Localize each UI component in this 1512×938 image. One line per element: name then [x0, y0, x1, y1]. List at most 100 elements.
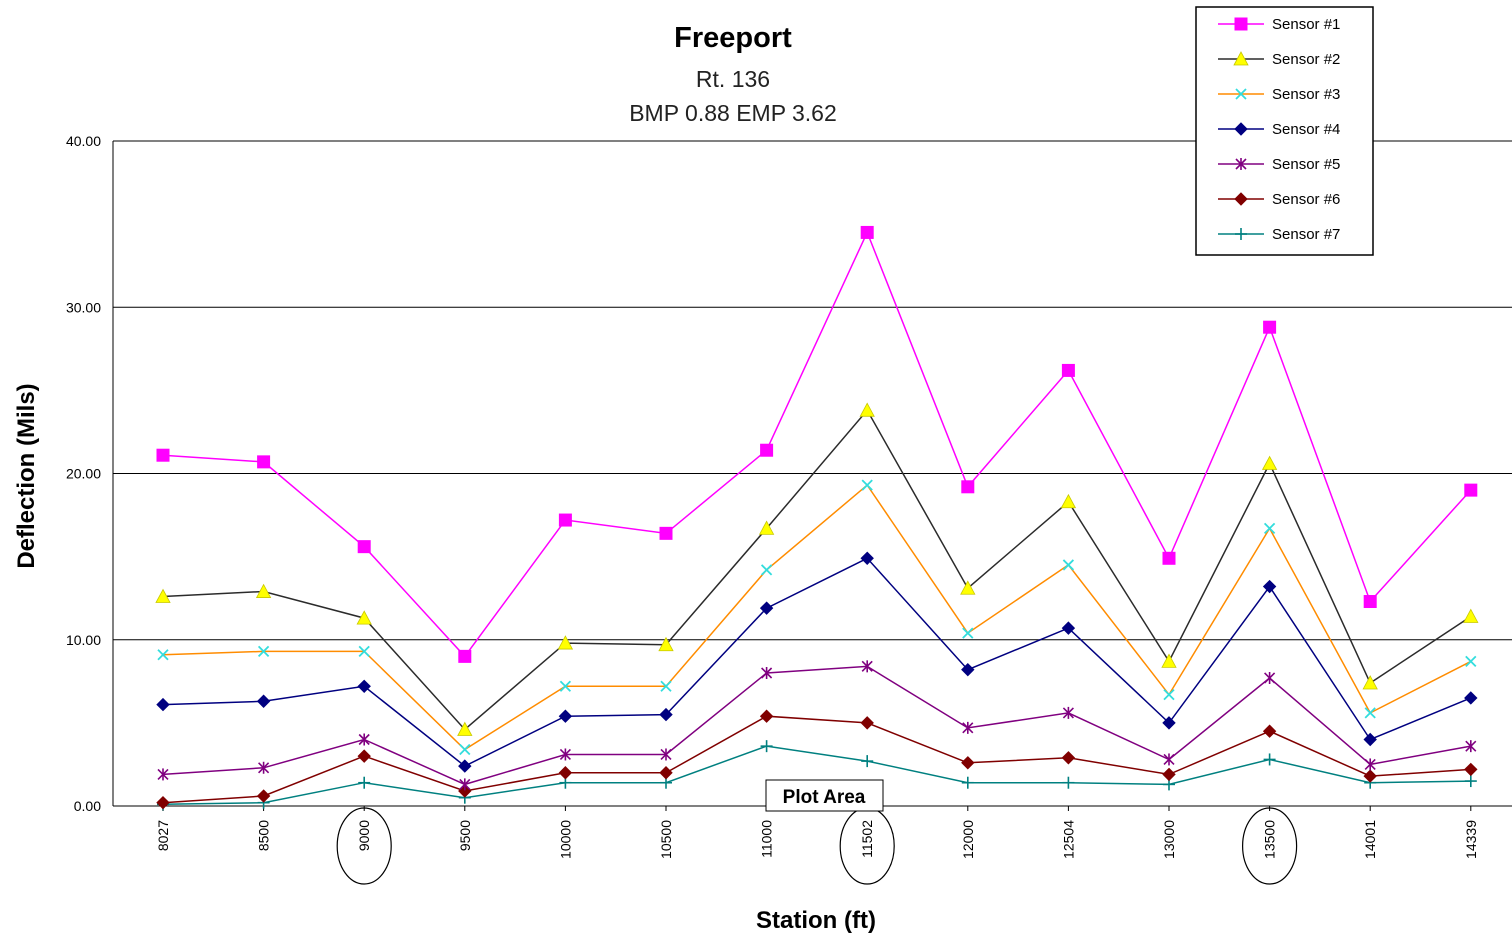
data-point: [1463, 608, 1479, 623]
data-point: [860, 551, 874, 565]
legend-label: Sensor #7: [1272, 226, 1340, 243]
data-point: [358, 776, 371, 789]
data-point: [961, 756, 975, 770]
data-point: [557, 635, 574, 650]
series-5: [157, 660, 1477, 791]
y-tick-label: 10.00: [66, 632, 101, 648]
data-point: [1263, 522, 1276, 534]
data-point: [156, 697, 170, 712]
series-line: [162, 557, 1472, 767]
data-point: [155, 588, 171, 603]
series-3: [157, 479, 1477, 756]
data-point: [961, 480, 975, 494]
data-point: [1261, 455, 1278, 470]
data-point: [659, 707, 673, 722]
series-line: [162, 408, 1472, 731]
data-point: [860, 225, 874, 239]
data-point: [559, 680, 572, 692]
data-point: [758, 520, 775, 535]
series-2: [155, 402, 1479, 736]
data-point: [1061, 621, 1076, 635]
data-point: [1262, 579, 1277, 594]
data-point: [357, 540, 371, 554]
series-1: [156, 225, 1478, 663]
legend-label: Sensor #5: [1272, 156, 1340, 173]
data-point: [1464, 691, 1478, 705]
data-point: [760, 564, 773, 576]
legend-marker: [1234, 17, 1248, 31]
data-point: [961, 776, 974, 789]
plot-area-tooltip-text: Plot Area: [783, 787, 866, 808]
data-point: [358, 645, 370, 658]
data-point: [1364, 707, 1376, 719]
data-point: [156, 795, 170, 810]
data-point: [357, 749, 371, 763]
data-point: [558, 513, 572, 527]
x-tick-label: 9500: [457, 820, 473, 851]
data-point: [1263, 320, 1277, 334]
legend-marker: [1235, 228, 1247, 240]
data-point: [1465, 655, 1477, 667]
data-point: [1060, 493, 1077, 509]
legend-item: Sensor #6: [1218, 191, 1340, 208]
legend-item: Sensor #2: [1218, 51, 1340, 68]
data-point: [256, 789, 271, 803]
data-point: [861, 660, 873, 673]
legend-item: Sensor #5: [1218, 156, 1340, 173]
data-point: [459, 743, 471, 756]
data-point: [559, 748, 571, 761]
data-point: [1162, 551, 1176, 565]
data-point: [156, 448, 170, 462]
data-point: [962, 721, 974, 734]
legend-item: Sensor #7: [1218, 226, 1340, 243]
series-line: [162, 230, 1472, 658]
legend-marker: [1235, 88, 1247, 100]
data-point: [1163, 753, 1175, 766]
data-point: [1262, 724, 1277, 738]
circle-highlight: [336, 807, 392, 885]
data-point: [1062, 706, 1074, 719]
data-point: [1162, 716, 1176, 730]
legend-item: Sensor #1: [1218, 16, 1340, 33]
legend-item: Sensor #3: [1218, 86, 1340, 103]
data-point: [1061, 363, 1075, 377]
data-point: [1264, 671, 1276, 684]
data-point: [859, 402, 875, 417]
data-point: [356, 610, 372, 625]
series-line: [162, 745, 1471, 806]
chart-subtitle-line-1: Rt. 136: [696, 66, 770, 92]
series-layer: [155, 225, 1479, 811]
data-point: [258, 761, 270, 774]
x-axis-label: Station (ft): [756, 907, 876, 934]
data-point: [257, 645, 270, 658]
data-point: [860, 716, 874, 730]
y-tick-label: 0.00: [74, 798, 101, 814]
data-point: [759, 601, 774, 615]
x-tick-label: 8500: [256, 820, 272, 851]
legend-marker: [1235, 158, 1247, 170]
plot-area-tooltip: Plot Area: [765, 779, 884, 812]
data-point: [256, 694, 271, 708]
series-line: [162, 715, 1471, 804]
x-tick-label: 10000: [557, 820, 573, 859]
legend-label: Sensor #4: [1272, 121, 1340, 138]
series-6: [156, 709, 1478, 810]
data-point: [760, 740, 773, 753]
legend-label: Sensor #2: [1272, 51, 1340, 68]
data-point: [459, 778, 471, 791]
data-point: [157, 768, 169, 781]
data-point: [458, 759, 472, 773]
data-point: [1364, 758, 1376, 771]
chart-title: Freeport: [674, 22, 792, 54]
data-point: [960, 580, 976, 595]
data-point: [1062, 559, 1075, 571]
y-tick-label: 20.00: [66, 466, 101, 482]
data-point: [457, 721, 473, 736]
x-tick-label: 14001: [1362, 820, 1378, 859]
data-point: [1362, 675, 1378, 690]
data-point: [961, 662, 975, 677]
data-point: [558, 709, 573, 723]
data-point: [962, 627, 974, 639]
x-tick-label: 9000: [356, 820, 372, 851]
